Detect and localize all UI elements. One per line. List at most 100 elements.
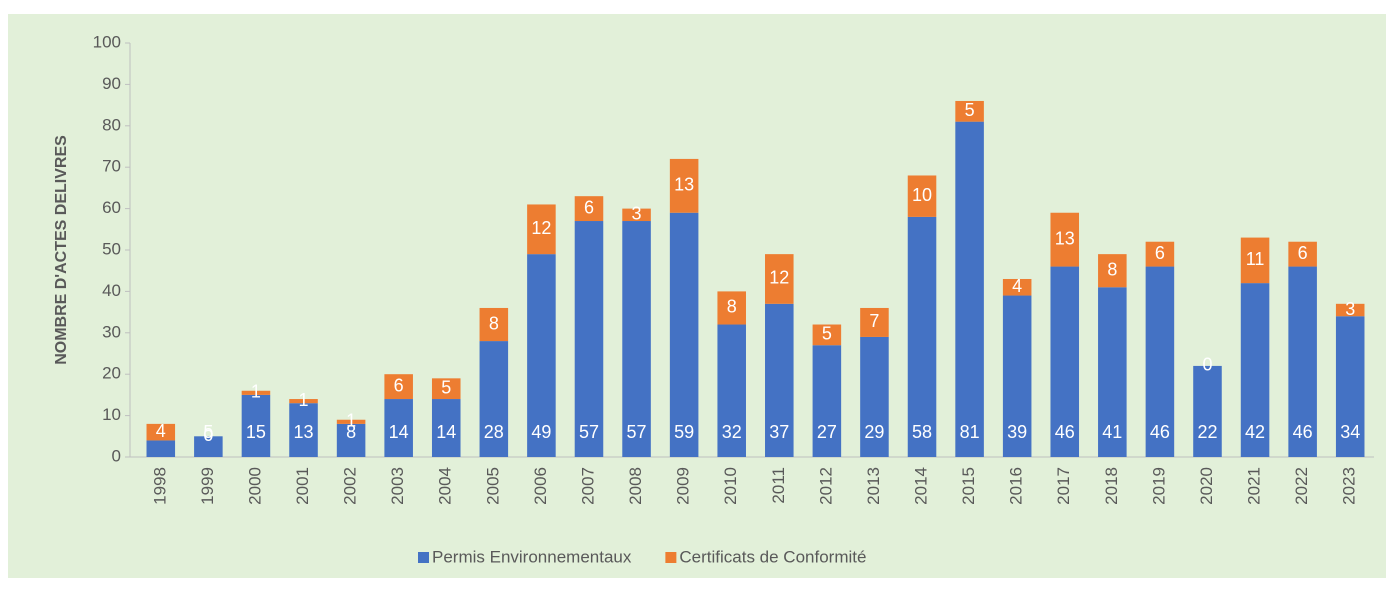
bar-segment [431,399,461,457]
value-label: 14 [389,422,409,442]
bar-segment [289,403,318,457]
bar-segment [669,212,699,457]
bar-segment [860,307,889,337]
value-label: 6 [394,375,404,395]
value-label: 8 [727,297,737,317]
bar-segment [1145,266,1175,457]
value-label: 34 [1340,422,1360,442]
y-tick-label: 10 [102,405,121,424]
bar-segment [289,399,318,404]
bar-segment [1288,266,1317,457]
bar-segment [479,341,509,457]
x-tick-label: 2013 [864,467,883,505]
bar-segment [146,440,176,457]
bar-segment [907,216,937,457]
value-label: 13 [294,422,314,442]
value-label: 15 [246,422,266,442]
y-tick-label: 30 [102,322,121,341]
y-axis-label: NOMBRE D'ACTES DELIVRES [53,135,70,365]
value-label: 0 [203,425,213,445]
value-label: 46 [1293,422,1313,442]
value-label: 8 [346,422,356,442]
x-tick-label: 2001 [293,467,312,505]
x-tick-label: 2016 [1007,467,1026,505]
bar-segment [669,158,699,213]
y-tick-label: 70 [102,157,121,176]
bar-segment [336,419,366,424]
x-tick-label: 2000 [245,467,264,505]
x-tick-label: 2015 [959,467,978,505]
y-tick-label: 60 [102,198,121,217]
bar-segment [907,175,937,217]
value-label: 3 [632,204,642,224]
bar-segment [812,345,842,457]
bar-segment [527,254,556,457]
legend-swatch [665,552,677,563]
value-label: 57 [627,422,647,442]
value-label: 46 [1055,422,1075,442]
value-label: 1 [299,390,309,410]
value-label: 13 [674,175,694,195]
value-label: 42 [1245,422,1265,442]
value-label: 58 [912,422,932,442]
value-label: 1 [251,382,261,402]
bar-segment [1145,241,1175,267]
bar-segment [241,394,271,457]
value-label: 49 [531,422,551,442]
value-label: 14 [436,422,456,442]
bar-segment [1002,278,1032,296]
x-tick-label: 2005 [483,467,502,505]
bar-segment [241,390,271,395]
bar-segment [574,221,604,457]
bar-segment [1193,365,1222,457]
value-label: 6 [1155,243,1165,263]
legend-swatch [418,552,429,563]
x-tick-label: 1999 [198,467,217,505]
x-tick-label: 2021 [1245,467,1264,505]
value-label: 6 [1298,243,1308,263]
value-label: 81 [960,422,980,442]
value-label: 37 [769,422,789,442]
bar-segment [860,336,889,457]
bar-segment [1050,266,1080,457]
bar-segment [717,324,746,457]
value-label: 0 [1202,355,1212,375]
bar-segment [765,303,794,457]
value-label: 39 [1007,422,1027,442]
bar-segment [955,121,984,457]
x-tick-label: 1998 [150,467,169,505]
x-tick-label: 2014 [912,467,931,505]
legend-label: Permis Environnementaux [432,547,632,566]
value-label: 5 [203,422,213,442]
x-tick-label: 2010 [721,467,740,505]
value-label: 5 [965,100,975,120]
y-tick-label: 90 [102,74,121,93]
value-label: 29 [864,422,884,442]
x-tick-label: 2004 [436,467,455,505]
bar-segment [1240,237,1270,284]
value-label: 8 [489,313,499,333]
value-label: 8 [1107,259,1117,279]
x-tick-label: 2003 [388,467,407,505]
x-tick-label: 2012 [816,467,835,505]
x-tick-label: 2008 [626,467,645,505]
y-tick-label: 20 [102,364,121,383]
x-tick-label: 2007 [578,467,597,505]
bar-segment [1240,283,1270,457]
value-label: 6 [584,197,594,217]
bar-segment [146,423,176,441]
legend-label: Certificats de Conformité [679,547,866,566]
y-tick-label: 0 [112,446,121,465]
value-label: 12 [531,218,551,238]
x-tick-label: 2002 [341,467,360,505]
bar-segment [194,436,223,457]
bar-segment [336,423,366,457]
value-label: 41 [1102,422,1122,442]
x-tick-label: 2006 [531,467,550,505]
value-label: 59 [674,422,694,442]
y-tick-label: 50 [102,239,121,258]
bar-segment [622,221,651,457]
value-label: 3 [1345,299,1355,319]
bar-segment [574,196,604,222]
